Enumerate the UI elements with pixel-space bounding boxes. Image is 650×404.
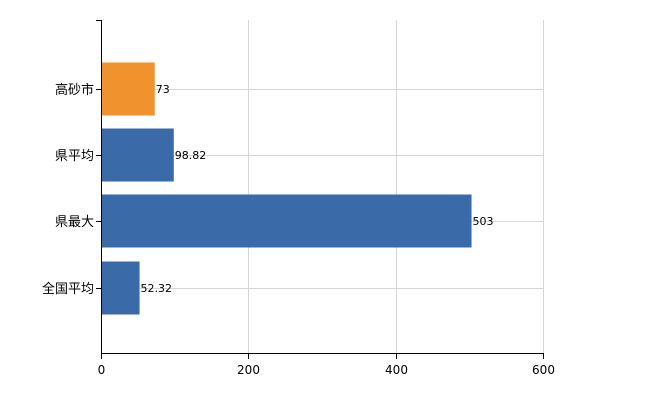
category-label-0: 高砂市 <box>55 82 94 98</box>
x-tick-label-0: 0 <box>98 363 106 377</box>
category-label-2: 県最大 <box>55 215 94 230</box>
x-tick-label-600: 600 <box>532 363 555 377</box>
category-label-1: 県平均 <box>55 149 94 164</box>
bars <box>102 62 472 315</box>
bar-1 <box>102 128 174 182</box>
axes <box>101 20 544 354</box>
bar-3 <box>102 261 140 315</box>
value-labels: 73 98.82 503 52.32 <box>141 83 494 295</box>
value-label-0: 73 <box>156 83 170 96</box>
x-tick-label-200: 200 <box>237 363 260 377</box>
x-axis-ticks: 0 200 400 600 <box>98 353 555 377</box>
x-tick-label-400: 400 <box>385 363 408 377</box>
category-label-3: 全国平均 <box>42 281 94 297</box>
grid-lines <box>101 20 544 353</box>
value-label-1: 98.82 <box>175 149 207 162</box>
bar-0 <box>102 62 155 116</box>
bar-2 <box>102 194 472 248</box>
value-label-3: 52.32 <box>141 282 173 295</box>
value-label-2: 503 <box>473 215 494 228</box>
